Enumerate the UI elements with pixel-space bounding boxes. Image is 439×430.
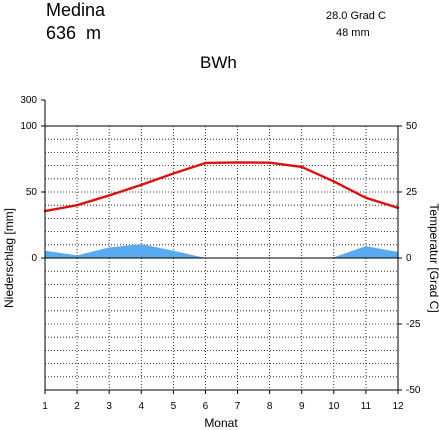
left-axis: 300 100 50 0 (20, 95, 45, 264)
x-tick-label: 1 (42, 401, 48, 412)
x-tick-label: 6 (203, 401, 209, 412)
x-tick-label: 5 (171, 401, 177, 412)
x-axis-label: Monat (204, 416, 238, 430)
x-tick-label: 4 (138, 401, 144, 412)
right-tick-label: -25 (406, 319, 421, 330)
x-tick-label: 10 (328, 401, 340, 412)
right-tick-label: 25 (406, 187, 418, 198)
left-tick-label: 0 (31, 253, 37, 264)
precipitation-series (44, 244, 399, 259)
left-tick-label: 100 (20, 121, 37, 132)
temperature-point (332, 180, 336, 183)
climate-class: BWh (200, 53, 237, 72)
annual-precipitation: 48 mm (336, 27, 370, 39)
left-tick-label: 300 (20, 95, 37, 106)
x-tick-label: 11 (361, 401, 372, 412)
station-elevation: 636 m (46, 23, 101, 43)
temperature-point (268, 161, 271, 164)
x-tick-label: 7 (235, 401, 241, 412)
x-tick-label: 9 (299, 401, 305, 412)
right-tick-label: -50 (406, 385, 421, 396)
left-tick-label: 50 (26, 187, 38, 198)
x-tick-label: 3 (106, 401, 112, 412)
x-axis: 1 2 3 4 5 6 7 8 9 10 11 12 (42, 390, 404, 412)
x-tick-label: 8 (267, 401, 273, 412)
temperature-point (107, 194, 111, 197)
temperature-point (236, 161, 239, 164)
right-tick-label: 50 (406, 121, 418, 132)
mean-temperature: 28.0 Grad C (326, 10, 386, 22)
temperature-point (300, 165, 303, 169)
temperature-point (364, 196, 368, 200)
temperature-point (172, 172, 175, 175)
x-tick-label: 12 (392, 401, 404, 412)
x-tick-label: 2 (74, 401, 80, 412)
temperature-point (204, 161, 207, 165)
temperature-point (140, 183, 143, 187)
temperature-point (75, 204, 79, 207)
temperature-series (43, 161, 400, 213)
station-name: Medina (46, 0, 106, 20)
right-tick-label: 0 (406, 253, 412, 264)
right-axis-label: Temperatur [Grad C] (427, 203, 439, 312)
temperature-line (44, 161, 399, 213)
right-axis: 50 25 0 -25 -50 (398, 121, 421, 396)
left-axis-label: Niederschlag [mm] (2, 208, 16, 308)
precipitation-area (45, 244, 398, 258)
